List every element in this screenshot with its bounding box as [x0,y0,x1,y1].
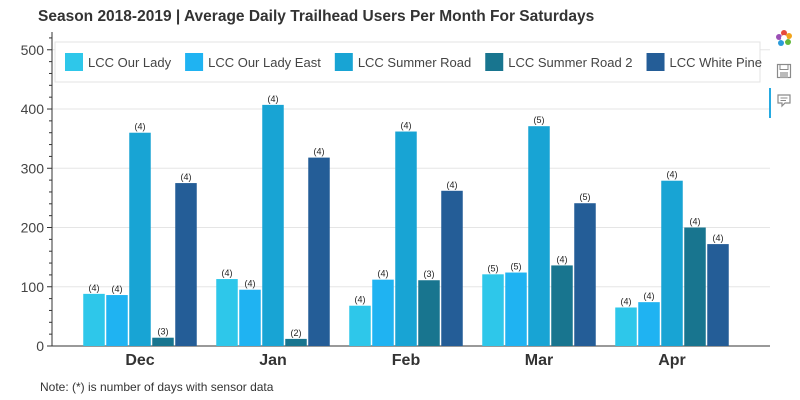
data-label: (4) [314,147,325,157]
data-label: (4) [135,122,146,132]
save-icon[interactable] [776,63,792,79]
bar [395,131,417,346]
bar [83,293,105,346]
legend-item-label: LCC Our Lady [88,55,172,70]
data-label: (4) [667,170,678,180]
logo-icon[interactable] [776,30,792,46]
bar [684,227,706,346]
legend-item-label: LCC Summer Road 2 [508,55,632,70]
legend-box [54,41,761,83]
bar [129,132,151,346]
data-label: (5) [580,192,591,202]
data-label: (5) [534,115,545,125]
data-label: (4) [401,121,412,131]
bar [239,289,261,346]
data-label: (4) [245,279,256,289]
data-label: (3) [158,327,169,337]
data-label: (2) [291,328,302,338]
legend-swatch [334,53,353,71]
legend-swatch [646,53,665,71]
bar [505,272,527,346]
y-tick-label: 100 [21,279,45,295]
data-label: (4) [644,291,655,301]
y-tick-label: 300 [21,160,45,176]
bar [106,295,128,346]
y-tick-label: 0 [36,338,44,354]
data-label: (5) [511,262,522,272]
data-label: (5) [488,263,499,273]
data-label: (4) [112,284,123,294]
bar [661,180,683,346]
y-tick-label: 500 [21,42,45,58]
x-tick-label: Apr [658,352,686,369]
x-tick-label: Dec [125,352,154,369]
data-label: (3) [424,269,435,279]
data-label: (4) [378,269,389,279]
data-label: (4) [557,254,568,264]
bar [528,126,550,346]
legend-item-label: LCC White Pine [670,55,762,70]
bar [551,265,573,346]
bar [262,104,284,346]
data-label: (4) [447,180,458,190]
x-tick-label: Jan [259,352,287,369]
bar [638,302,660,346]
data-label: (4) [621,296,632,306]
data-label: (4) [690,217,701,227]
bar [615,307,637,346]
footnote: Note: (*) is number of days with sensor … [40,380,274,394]
chart-toolbar [772,30,796,130]
bars [83,104,729,346]
chart-title: Season 2018-2019 | Average Daily Trailhe… [38,8,595,25]
bar [441,190,463,346]
bar [308,157,330,346]
data-label: (4) [222,268,233,278]
bar [349,305,371,346]
y-tick-label: 400 [21,101,45,117]
bar [418,280,440,346]
legend-item-label: LCC Summer Road [358,55,471,70]
data-labels: (4) (4) (4) (3) (4) (4) (4) (4) (2) (4) (4) (4) (4) (… [89,94,724,338]
x-tick-label: Feb [392,352,421,369]
data-label: (4) [268,94,279,104]
data-label: (4) [181,172,192,182]
bar [482,274,504,346]
bar [372,279,394,346]
hover-icon[interactable] [776,93,792,109]
bar [175,183,197,346]
data-label: (4) [713,233,724,243]
toolbar-active-indicator [769,88,771,118]
legend-swatch [65,53,83,71]
bar [574,203,596,346]
bar [216,279,238,346]
data-label: (4) [355,295,366,305]
legend-swatch [185,53,204,71]
legend-swatch [485,53,504,71]
legend: LCC Our Lady LCC Our Lady East LCC Summer … [54,41,762,83]
bar [707,244,729,346]
y-tick-label: 200 [21,220,45,236]
data-label: (4) [89,283,100,293]
x-tick-label: Mar [525,352,553,369]
legend-item-label: LCC Our Lady East [208,55,321,70]
bar [285,338,307,346]
bar [152,337,174,346]
